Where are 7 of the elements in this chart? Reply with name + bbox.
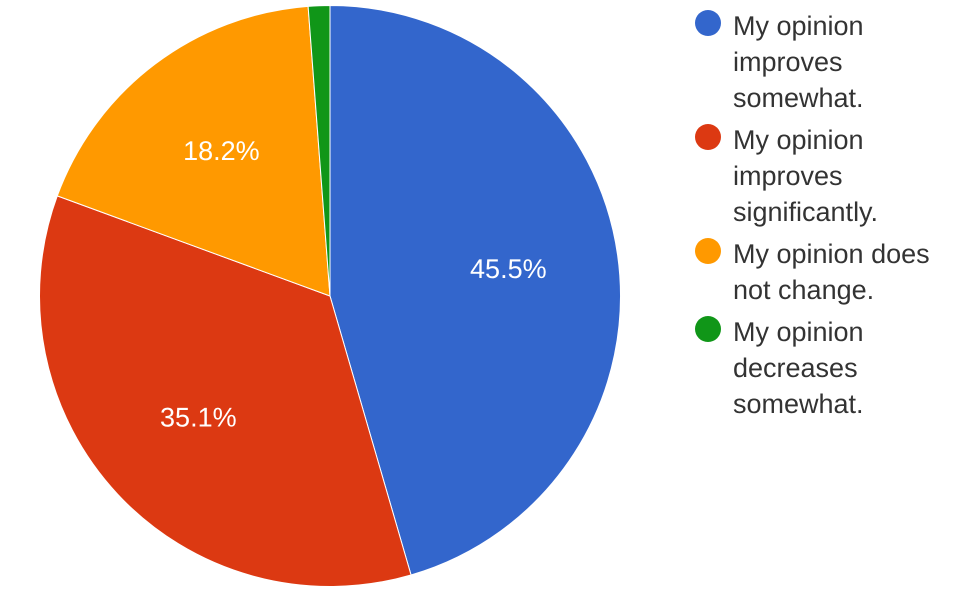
legend-label: My opinion decreases somewhat. bbox=[733, 316, 865, 421]
data-label: 45.5% bbox=[470, 254, 547, 284]
data-label: 18.2% bbox=[183, 136, 260, 166]
legend-label: My opinion improves somewhat. bbox=[733, 10, 865, 115]
legend-label: My opinion does not change. bbox=[733, 238, 931, 307]
data-label: 35.1% bbox=[160, 402, 237, 432]
legend-label: My opinion improves significantly. bbox=[733, 124, 880, 229]
